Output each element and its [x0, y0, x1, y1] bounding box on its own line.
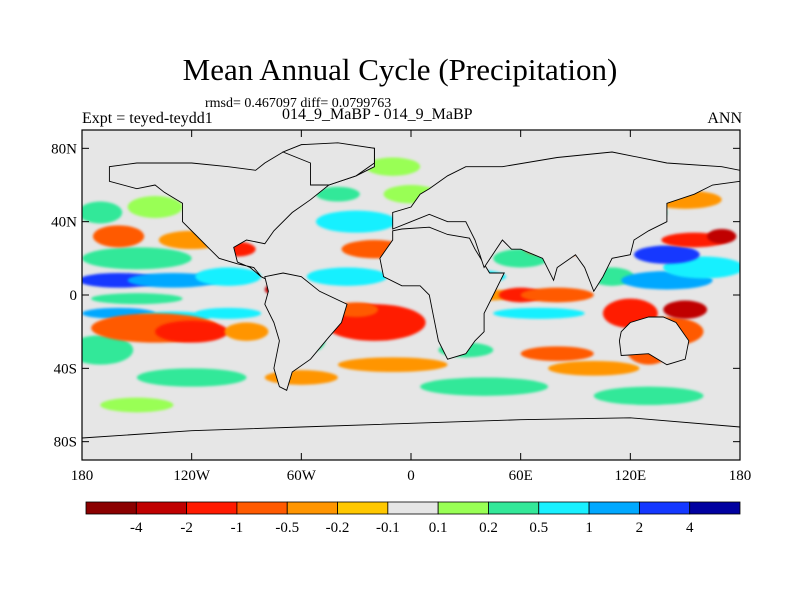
- lat-tick-label: 40N: [51, 215, 77, 231]
- colorbar-box: [85, 501, 137, 515]
- coastline: [618, 316, 690, 366]
- stats-text: rmsd= 0.467097 diff= 0.0799763: [205, 96, 392, 111]
- anomaly-region: [365, 157, 421, 176]
- colorbar-box: [286, 501, 338, 515]
- anomaly-region: [493, 307, 585, 319]
- anomaly-region: [195, 307, 262, 319]
- colorbar-box: [236, 501, 288, 515]
- lon-tick-label: 60W: [287, 468, 317, 484]
- colorbar-label: 0.5: [529, 520, 548, 536]
- anomaly-region: [155, 320, 229, 343]
- coastline: [82, 417, 740, 460]
- lon-tick-label: 0: [407, 468, 415, 484]
- coastline: [379, 226, 505, 360]
- coastline: [108, 144, 375, 281]
- colorbar-label: -4: [130, 520, 143, 536]
- coastline: [281, 142, 375, 186]
- colorbar-boxes: [85, 501, 741, 515]
- anomaly-region: [92, 225, 145, 248]
- anomaly-region: [224, 322, 269, 341]
- anomaly-layer: [82, 157, 740, 413]
- lon-tick-label: 120E: [614, 468, 646, 484]
- lat-tick-label: 0: [70, 288, 78, 304]
- anomaly-region: [136, 368, 247, 387]
- lat-tick-label: 80N: [51, 141, 77, 157]
- lon-tick-label: 180: [729, 468, 752, 484]
- colorbar-box: [387, 501, 439, 515]
- lat-tick-label: 80S: [54, 435, 77, 451]
- anomaly-region: [127, 196, 183, 218]
- colorbar-label: -1: [231, 520, 244, 536]
- colorbar-labels: -4 -2 -1 -0.5 -0.2 -0.1 0.1 0.2 0.5 1 2 4: [130, 520, 694, 536]
- colorbar-label: 0.1: [429, 520, 448, 536]
- colorbar-box: [638, 501, 691, 515]
- colorbar-box: [538, 501, 590, 515]
- chart-title: Mean Annual Cycle (Precipitation): [182, 52, 618, 87]
- anomaly-region: [548, 361, 640, 376]
- longitude-axis: 180 120W 60W 0 60E 120E 180: [71, 130, 752, 484]
- coastline-layer: [82, 142, 740, 460]
- latitude-axis: 80N 40N 0 40S 80S: [51, 141, 740, 451]
- colorbar-box: [488, 501, 540, 515]
- anomaly-region: [315, 186, 360, 202]
- colorbar-label: -2: [180, 520, 193, 536]
- lat-tick-label: 40S: [54, 361, 77, 377]
- lon-tick-label: 60E: [509, 468, 533, 484]
- anomaly-region: [100, 397, 174, 413]
- lon-tick-label: 180: [71, 468, 94, 484]
- colorbar-box: [186, 501, 238, 515]
- colorbar-label: -0.5: [275, 520, 299, 536]
- anomaly-region: [82, 247, 192, 270]
- lon-tick-label: 120W: [173, 468, 211, 484]
- anomaly-region: [420, 377, 549, 396]
- season-label: ANN: [707, 110, 742, 127]
- colorbar-label: 4: [686, 520, 694, 536]
- colorbar-box: [689, 501, 741, 515]
- anomaly-region: [337, 357, 448, 372]
- anomaly-region: [663, 300, 708, 319]
- anomaly-region: [315, 210, 397, 233]
- colorbar-box: [337, 501, 389, 515]
- coastline: [264, 272, 348, 391]
- colorbar-label: -0.1: [376, 520, 400, 536]
- anomaly-region: [195, 267, 262, 286]
- colorbar-label: 0.2: [479, 520, 498, 536]
- anomaly-region: [707, 229, 737, 244]
- colorbar-label: 1: [585, 520, 593, 536]
- anomaly-region: [82, 201, 123, 224]
- anomaly-region: [593, 386, 704, 406]
- period-label: 014_9_MaBP - 014_9_MaBP: [282, 106, 473, 123]
- anomaly-region: [520, 346, 594, 361]
- anomaly-region: [633, 245, 700, 264]
- experiment-label: Expt = teyed-teydd1: [82, 110, 213, 127]
- anomaly-region: [520, 287, 594, 303]
- anomaly-region: [306, 267, 388, 286]
- anomaly-region: [82, 335, 134, 365]
- coastline: [392, 151, 740, 293]
- anomaly-region: [91, 293, 183, 305]
- colorbar-box: [588, 501, 640, 515]
- colorbar-label: -0.2: [326, 520, 350, 536]
- colorbar-label: 2: [636, 520, 644, 536]
- colorbar-box: [135, 501, 188, 515]
- colorbar-box: [437, 501, 489, 515]
